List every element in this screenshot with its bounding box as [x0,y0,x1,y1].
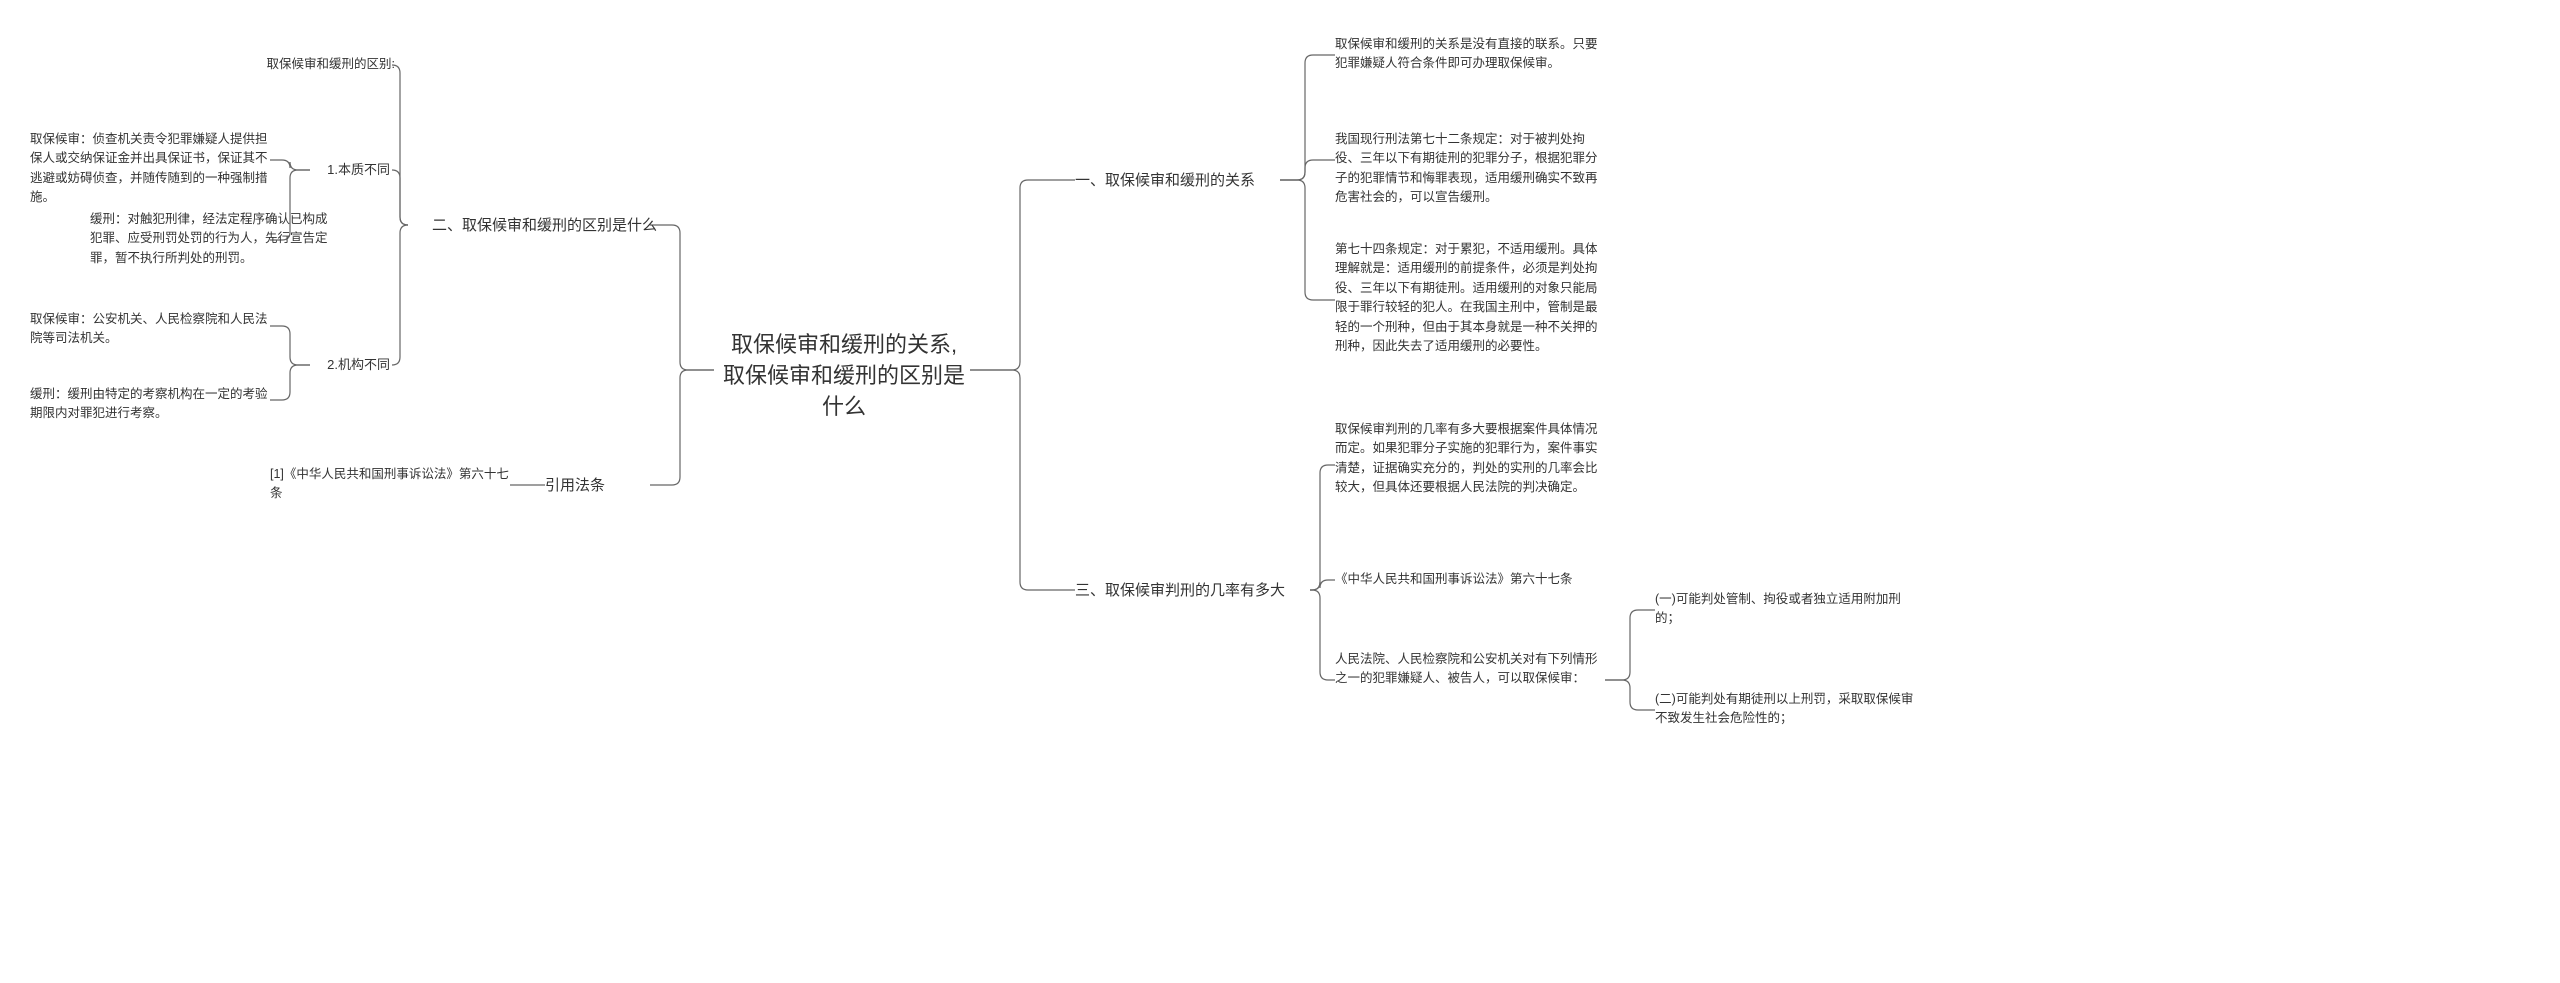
node-l1a: 取保候审和缓刑的关系是没有直接的联系。只要犯罪嫌疑人符合条件即可办理取保候审。 [1335,35,1600,74]
node-l3b: 《中华人民共和国刑事诉讼法》第六十七条 [1335,570,1605,589]
node-b1: 一、取保候审和缓刑的关系 [1075,170,1285,193]
node-l3c: 人民法院、人民检察院和公安机关对有下列情形之一的犯罪嫌疑人、被告人，可以取保候审… [1335,650,1605,689]
node-l2c1: 取保候审：公安机关、人民检察院和人民法院等司法机关。 [30,310,270,349]
node-l2c: 2.机构不同 [310,355,390,375]
node-b3: 三、取保候审判刑的几率有多大 [1075,580,1315,603]
node-l2b: 1.本质不同 [310,160,390,180]
root-node: 取保候审和缓刑的关系,取保候审和缓刑的区别是什么 [714,330,974,422]
node-l4: [1]《中华人民共和国刑事诉讼法》第六十七条 [270,465,510,504]
node-l2c2: 缓刑：缓刑由特定的考察机构在一定的考验期限内对罪犯进行考察。 [30,385,270,424]
node-l3c2: (二)可能判处有期徒刑以上刑罚，采取取保候审不致发生社会危险性的； [1655,690,1915,729]
node-l2b2: 缓刑：对触犯刑律，经法定程序确认已构成犯罪、应受刑罚处罚的行为人，先行宣告定罪，… [90,210,330,268]
node-b2: 二、取保候审和缓刑的区别是什么 [407,215,657,238]
node-l2b1: 取保候审：侦查机关责令犯罪嫌疑人提供担保人或交纳保证金并出具保证书，保证其不逃避… [30,130,270,208]
node-l1b: 我国现行刑法第七十二条规定：对于被判处拘役、三年以下有期徒刑的犯罪分子，根据犯罪… [1335,130,1600,208]
node-l1c: 第七十四条规定：对于累犯，不适用缓刑。具体理解就是：适用缓刑的前提条件，必须是判… [1335,240,1600,356]
node-l3c1: (一)可能判处管制、拘役或者独立适用附加刑的； [1655,590,1915,629]
node-l2a: 取保候审和缓刑的区别: [235,55,395,74]
node-l3a: 取保候审判刑的几率有多大要根据案件具体情况而定。如果犯罪分子实施的犯罪行为，案件… [1335,420,1605,498]
node-b4: 引用法条 [545,475,625,498]
